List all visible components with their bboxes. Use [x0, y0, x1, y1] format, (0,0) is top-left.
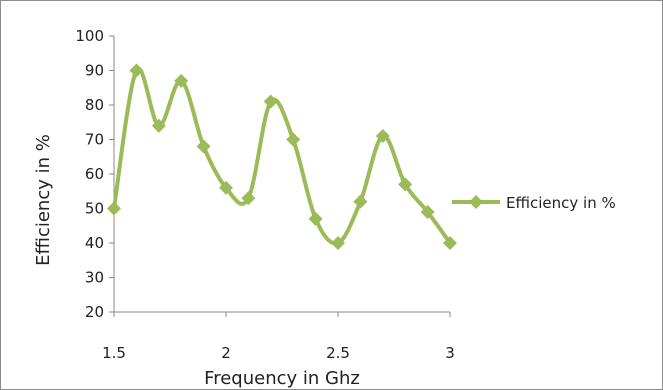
data-point-marker — [196, 139, 211, 154]
x-axis-title: Frequency in Ghz — [204, 368, 360, 389]
data-point-marker — [263, 94, 278, 109]
y-tick-label: 70 — [85, 131, 104, 149]
y-tick-label: 50 — [85, 200, 104, 218]
axes — [109, 35, 451, 317]
data-point-marker — [443, 236, 457, 250]
y-tick-label: 60 — [85, 165, 104, 183]
x-tick-label: 2 — [221, 344, 231, 362]
data-point-marker — [107, 201, 121, 216]
y-tick-label: 20 — [85, 303, 104, 321]
legend-label: Efficiency in % — [506, 194, 616, 212]
y-tick-label: 90 — [85, 62, 104, 80]
y-tick-label: 30 — [85, 269, 104, 287]
data-point-marker — [308, 211, 323, 226]
data-point-marker — [129, 63, 144, 78]
data-point-marker — [174, 73, 189, 88]
legend-marker — [469, 195, 483, 209]
data-point-marker — [286, 132, 301, 147]
data-point-marker — [331, 236, 345, 250]
y-tick-label: 40 — [85, 234, 104, 252]
data-point-marker — [241, 191, 256, 206]
data-point-marker — [151, 118, 166, 133]
plot-area — [107, 63, 457, 250]
y-axis-title: Efficiency in % — [33, 134, 54, 266]
y-tick-label: 100 — [75, 27, 104, 45]
x-tick-label: 2.5 — [326, 344, 350, 362]
data-point-marker — [219, 180, 233, 195]
data-point-marker — [398, 177, 413, 192]
data-point-marker — [375, 129, 390, 144]
x-tick-label: 1.5 — [102, 344, 126, 362]
data-point-marker — [353, 194, 368, 209]
legend: Efficiency in % — [452, 194, 616, 212]
x-tick-label: 3 — [445, 344, 455, 362]
series-line — [112, 66, 452, 246]
tick-labels: 20 30 40 50 60 70 80 90 100 1.5 2 2.5 3 — [75, 27, 454, 362]
data-point-marker — [420, 204, 435, 219]
y-tick-label: 80 — [85, 96, 104, 114]
